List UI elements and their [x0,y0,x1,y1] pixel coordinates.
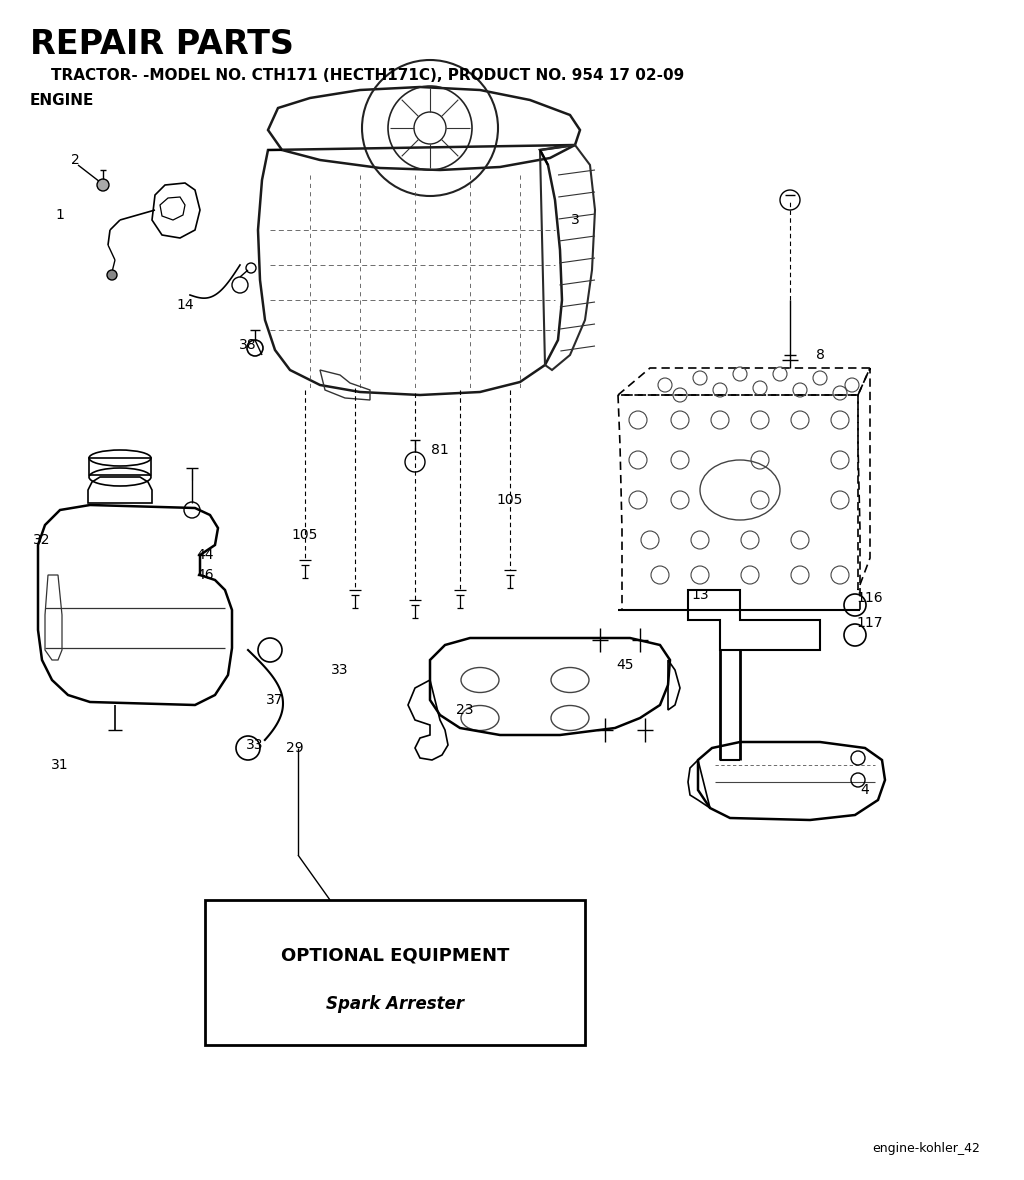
Text: ENGINE: ENGINE [30,93,94,109]
Text: 81: 81 [431,442,449,457]
Circle shape [106,270,117,280]
Text: REPAIR PARTS: REPAIR PARTS [30,28,294,61]
Text: 105: 105 [497,493,523,507]
Text: 33: 33 [331,663,349,677]
Text: 33: 33 [246,738,264,752]
Text: 37: 37 [266,693,284,707]
Text: 31: 31 [51,758,69,772]
Text: 14: 14 [176,299,194,312]
Text: TRACTOR- -MODEL NO. CTH171 (HECTH171C), PRODUCT NO. 954 17 02-09: TRACTOR- -MODEL NO. CTH171 (HECTH171C), … [30,68,684,83]
Text: engine-kohler_42: engine-kohler_42 [872,1142,980,1155]
Text: 3: 3 [570,214,580,227]
Circle shape [97,179,109,191]
Text: 23: 23 [457,703,474,717]
Text: 105: 105 [292,527,318,542]
Text: OPTIONAL EQUIPMENT: OPTIONAL EQUIPMENT [281,946,509,964]
Text: 13: 13 [691,588,709,602]
Text: 1: 1 [55,208,65,222]
Text: 45: 45 [616,658,634,671]
Text: 2: 2 [71,153,80,168]
Text: 32: 32 [33,533,51,548]
Text: 29: 29 [286,741,304,755]
Text: 4: 4 [860,784,869,797]
Text: 8: 8 [815,348,824,362]
Text: 44: 44 [197,548,214,562]
Text: 117: 117 [857,616,884,630]
Text: 38: 38 [240,337,257,352]
Text: Spark Arrester: Spark Arrester [326,996,464,1014]
Text: 46: 46 [197,568,214,582]
Text: 116: 116 [857,591,884,605]
Bar [205,900,585,1045]
